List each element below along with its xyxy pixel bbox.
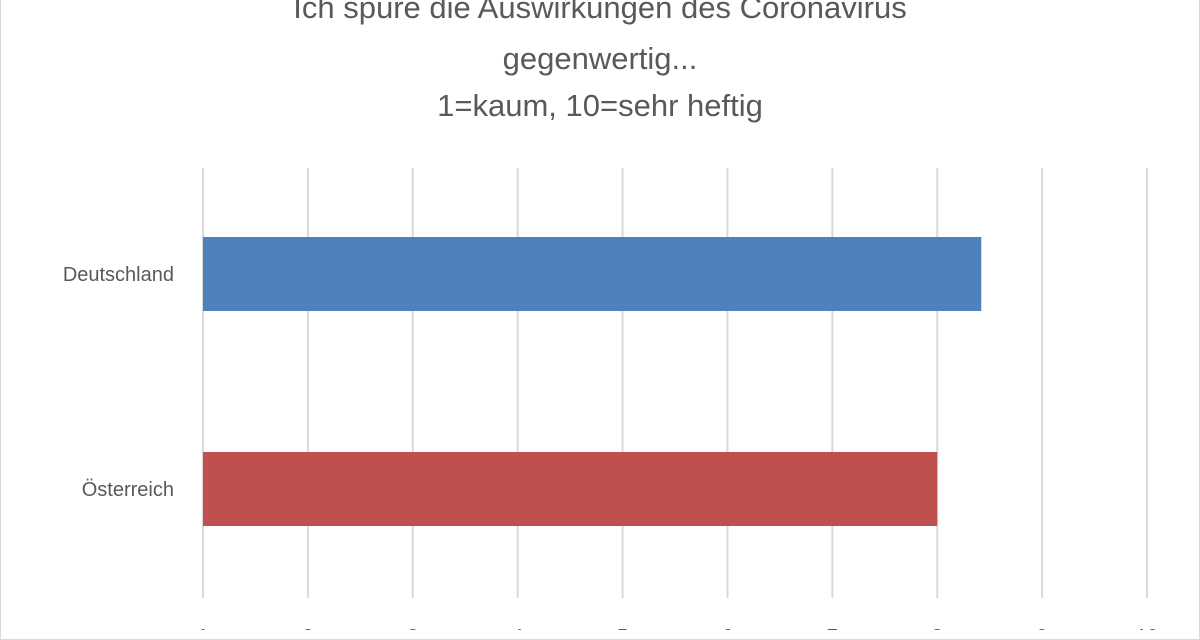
chart-title: Ich spüre die Auswirkungen des Coronavir… [293, 0, 906, 123]
title-line-3: 1=kaum, 10=sehr heftig [437, 88, 763, 123]
title-line-2: gegenwertig... [503, 41, 698, 76]
title-line-1: Ich spüre die Auswirkungen des Coronavir… [293, 0, 906, 25]
x-tick-label: 2 [302, 626, 313, 630]
x-tick-label: 3 [407, 626, 418, 630]
x-tick-label: 1 [197, 626, 208, 630]
x-tick-label: 8 [932, 626, 943, 630]
category-label: Österreich [82, 479, 174, 501]
x-tick-label: 6 [722, 626, 733, 630]
category-label: Deutschland [63, 264, 174, 286]
x-tick-label: 9 [1037, 626, 1048, 630]
bar-deutschland [203, 237, 982, 311]
x-tick-label: 5 [617, 626, 628, 630]
x-tick-label: 7 [827, 626, 838, 630]
x-tick-label: 4 [512, 626, 523, 630]
bar-österreich [203, 452, 938, 526]
x-tick-label: 10 [1136, 626, 1158, 630]
